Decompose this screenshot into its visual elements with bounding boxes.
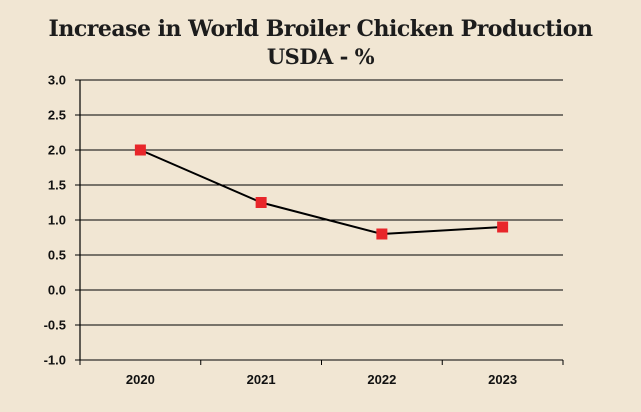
data-point [255,197,267,208]
y-tick-label: -0.5 [44,318,66,333]
y-tick-label: 2.5 [48,108,66,123]
data-point [376,228,388,240]
series-line [139,149,503,236]
y-tick-label: 0.0 [48,283,66,298]
x-tick-label: 2022 [367,372,396,387]
chart-title: Increase in World Broiler Chicken Produc… [48,16,593,42]
y-tick-label: 2.0 [48,143,66,158]
y-tick-label: 1.5 [48,178,66,193]
data-point [497,221,509,233]
x-tick-label: 2023 [488,372,517,387]
chart-subtitle: USDA - % [266,44,375,69]
x-tick-label: 2021 [247,372,276,387]
y-tick-label: 1.0 [48,213,66,228]
y-tick-label: 3.0 [48,73,66,88]
y-tick-label: -1.0 [44,353,66,368]
x-tick-label: 2020 [126,372,155,387]
data-point [134,144,146,156]
y-tick-label: 0.5 [48,248,66,263]
